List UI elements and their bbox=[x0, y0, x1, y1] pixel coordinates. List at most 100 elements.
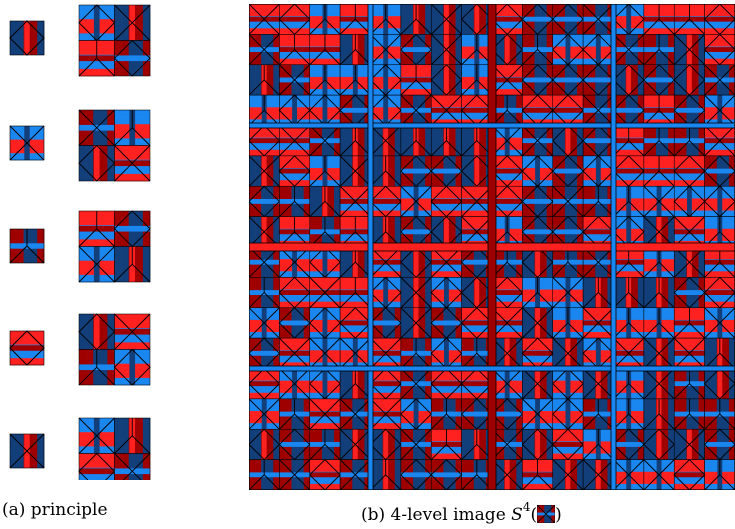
principle-big-tile-a-q3 bbox=[113, 39, 151, 77]
level4-tile bbox=[249, 459, 280, 490]
level4-tile bbox=[612, 94, 645, 127]
level4-tile bbox=[582, 398, 614, 430]
principle-small-tile-e bbox=[9, 433, 45, 469]
level4-tile bbox=[521, 155, 554, 187]
level4-tile bbox=[400, 398, 432, 430]
level4-tile bbox=[673, 155, 706, 187]
principle-big-tile-b-q1 bbox=[114, 109, 151, 146]
principle-big-tile-c-q3 bbox=[114, 246, 151, 283]
level4-tile bbox=[703, 428, 735, 461]
level4-tile bbox=[249, 185, 281, 218]
level4-tile bbox=[279, 125, 311, 157]
level4-tile bbox=[400, 337, 432, 369]
level4-tile bbox=[309, 458, 341, 490]
level4-tile bbox=[278, 94, 311, 127]
level4-tile bbox=[430, 34, 462, 66]
level4-tile bbox=[704, 337, 735, 369]
level4-tile bbox=[521, 337, 554, 370]
level4-tile bbox=[521, 246, 554, 279]
caption-seed-tile bbox=[537, 505, 556, 523]
level4-tile bbox=[552, 33, 584, 66]
level4-tile bbox=[703, 276, 735, 309]
level4-tile bbox=[643, 4, 675, 35]
level4-tile bbox=[279, 246, 311, 278]
level4-tile bbox=[249, 277, 280, 309]
level4-tile bbox=[613, 459, 645, 490]
level4-tile bbox=[582, 94, 614, 126]
level4-tile bbox=[339, 368, 371, 400]
level4-tile bbox=[521, 64, 554, 96]
level4-tile bbox=[370, 4, 402, 35]
level4-tile bbox=[339, 398, 371, 430]
principle-panel bbox=[9, 4, 151, 480]
level4-tile bbox=[522, 368, 554, 400]
level4-tile bbox=[643, 277, 675, 309]
level4-tile bbox=[673, 246, 705, 278]
level4-tile bbox=[249, 4, 280, 35]
level4-tile bbox=[552, 246, 584, 278]
level4-tile bbox=[249, 367, 281, 400]
level4-tile bbox=[279, 459, 311, 490]
level4-tile bbox=[339, 34, 371, 66]
level4-tile bbox=[704, 125, 735, 157]
level4-tile bbox=[309, 246, 341, 279]
principle-small-tile-d bbox=[9, 330, 45, 366]
level4-tile bbox=[521, 94, 554, 127]
level4-tile bbox=[460, 94, 493, 127]
level4-tile bbox=[703, 33, 735, 66]
level4-tile bbox=[673, 125, 705, 157]
level4-tile bbox=[278, 307, 311, 339]
level4-tile bbox=[400, 4, 432, 35]
level4-tile bbox=[339, 277, 371, 309]
level4-tile bbox=[704, 307, 735, 339]
level4-tile bbox=[430, 246, 462, 278]
caption-b-symbol: S bbox=[511, 505, 523, 525]
level4-tile bbox=[339, 64, 371, 96]
level4-tile bbox=[522, 34, 554, 66]
level4-tile bbox=[309, 155, 341, 187]
level4-tile bbox=[249, 124, 281, 157]
level4-tile bbox=[249, 428, 281, 461]
level4-tile bbox=[249, 34, 280, 66]
level4-tile bbox=[430, 215, 463, 248]
level4-tile bbox=[339, 428, 371, 460]
level4-tile bbox=[339, 94, 372, 127]
principle-big-tile-d-q0 bbox=[78, 313, 116, 351]
level4-tile bbox=[491, 64, 523, 96]
level4-tile bbox=[491, 276, 524, 309]
level4-tile bbox=[643, 428, 675, 461]
level4-tile bbox=[491, 337, 523, 369]
level4-tile bbox=[704, 246, 735, 278]
level4-tile bbox=[339, 155, 371, 187]
level4-tile bbox=[643, 94, 675, 126]
level4-tile bbox=[430, 155, 463, 187]
principle-big-tile-a-q2 bbox=[78, 40, 115, 77]
level4-tile bbox=[673, 4, 705, 35]
level4-tile bbox=[491, 368, 523, 400]
level4-tile bbox=[491, 459, 523, 490]
level4-tile bbox=[521, 215, 554, 248]
level4-tile bbox=[643, 216, 675, 248]
level4-tile bbox=[369, 94, 402, 127]
level4-tile bbox=[369, 307, 402, 339]
caption-b-exponent: 4 bbox=[522, 500, 531, 514]
principle-big-tile-e-q2 bbox=[78, 452, 116, 480]
level4-tile bbox=[552, 185, 584, 217]
level4-tile bbox=[370, 34, 402, 66]
level4-tile bbox=[249, 398, 280, 430]
level4-tile bbox=[339, 185, 371, 217]
level4-tile bbox=[400, 428, 432, 460]
level4-tile bbox=[491, 155, 524, 187]
level4-tile bbox=[339, 459, 371, 490]
level4-tile bbox=[491, 125, 523, 157]
level4-tile bbox=[552, 155, 584, 187]
level4-tile bbox=[309, 428, 341, 460]
level4-tile bbox=[612, 64, 645, 96]
level4-tile bbox=[279, 185, 311, 217]
principle-row bbox=[9, 313, 151, 386]
level4-tile bbox=[582, 368, 614, 400]
level4-tile bbox=[582, 4, 614, 35]
level4-tile bbox=[400, 458, 432, 490]
level4-tile bbox=[400, 155, 432, 187]
level4-tile bbox=[643, 337, 675, 369]
